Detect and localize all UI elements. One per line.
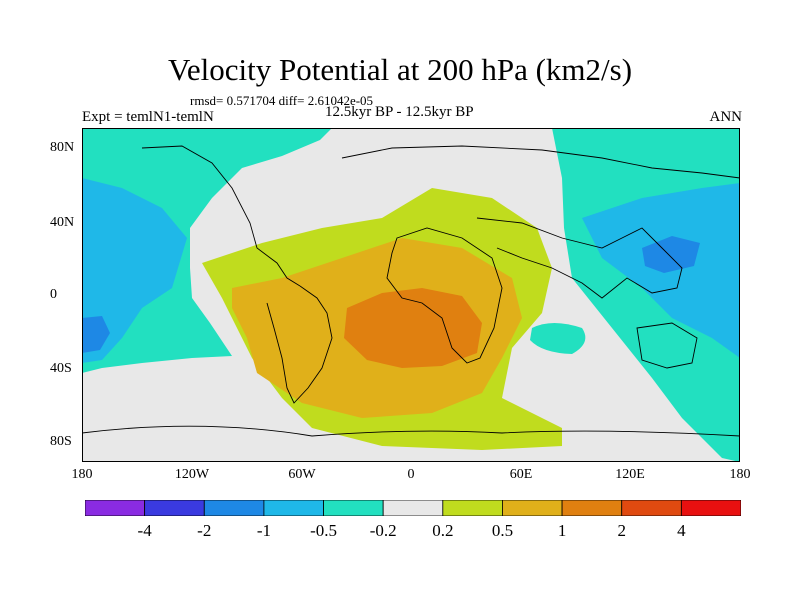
lon-label-120w: 120W bbox=[174, 467, 210, 482]
lon-label-60e: 60E bbox=[509, 467, 533, 482]
colorbar-swatch bbox=[85, 500, 146, 516]
negative-strong-region bbox=[82, 236, 700, 353]
experiment-label: Expt = temlN1-temlN bbox=[82, 109, 214, 125]
stats-line: rmsd= 0.571704 diff= 2.61042e-05 bbox=[190, 93, 374, 108]
colorbar-label: 2 bbox=[617, 521, 626, 540]
colorbar-swatch bbox=[203, 500, 265, 516]
colorbar-label: 4 bbox=[677, 521, 686, 540]
colorbar-label: -4 bbox=[137, 521, 152, 540]
lat-label-40s: 40S bbox=[50, 361, 72, 376]
colorbar-label: -1 bbox=[256, 521, 271, 540]
lon-label-0: 0 bbox=[407, 467, 415, 482]
colorbar-label: 0.5 bbox=[491, 521, 514, 540]
colorbar-label: -0.5 bbox=[310, 521, 337, 540]
colorbar-swatch bbox=[680, 500, 741, 516]
lon-label-180e: 180 bbox=[729, 467, 751, 482]
lon-label-180w: 180 bbox=[71, 467, 93, 482]
colorbar bbox=[85, 500, 741, 516]
colorbar-swatch bbox=[263, 500, 324, 516]
lat-label-0: 0 bbox=[50, 287, 57, 302]
colorbar-swatch bbox=[382, 500, 444, 516]
colorbar-swatch bbox=[561, 500, 623, 516]
colorbar-swatch bbox=[502, 500, 563, 516]
colorbar-label: -2 bbox=[197, 521, 212, 540]
colorbar-swatch bbox=[442, 500, 503, 516]
map-frame bbox=[82, 128, 740, 462]
positive-strong-region bbox=[344, 288, 482, 368]
lat-label-80n: 80N bbox=[50, 140, 75, 155]
season-label: ANN bbox=[709, 109, 743, 125]
lat-label-40n: 40N bbox=[50, 215, 75, 230]
coastlines bbox=[82, 145, 740, 437]
period-label: 12.5kyr BP - 12.5kyr BP bbox=[325, 104, 474, 120]
colorbar-swatch bbox=[621, 500, 682, 516]
lon-label-120e: 120E bbox=[615, 467, 645, 482]
velocity-potential-map bbox=[82, 128, 740, 462]
colorbar-swatch bbox=[323, 500, 384, 516]
colorbar-label: 1 bbox=[557, 521, 567, 540]
colorbar-label: -0.2 bbox=[369, 521, 397, 540]
page-title: Velocity Potential at 200 hPa (km2/s) bbox=[167, 52, 633, 87]
colorbar-label: 0.2 bbox=[432, 521, 454, 540]
lon-label-60w: 60W bbox=[288, 467, 316, 482]
colorbar-swatch bbox=[144, 500, 205, 516]
lat-label-80s: 80S bbox=[50, 434, 72, 449]
